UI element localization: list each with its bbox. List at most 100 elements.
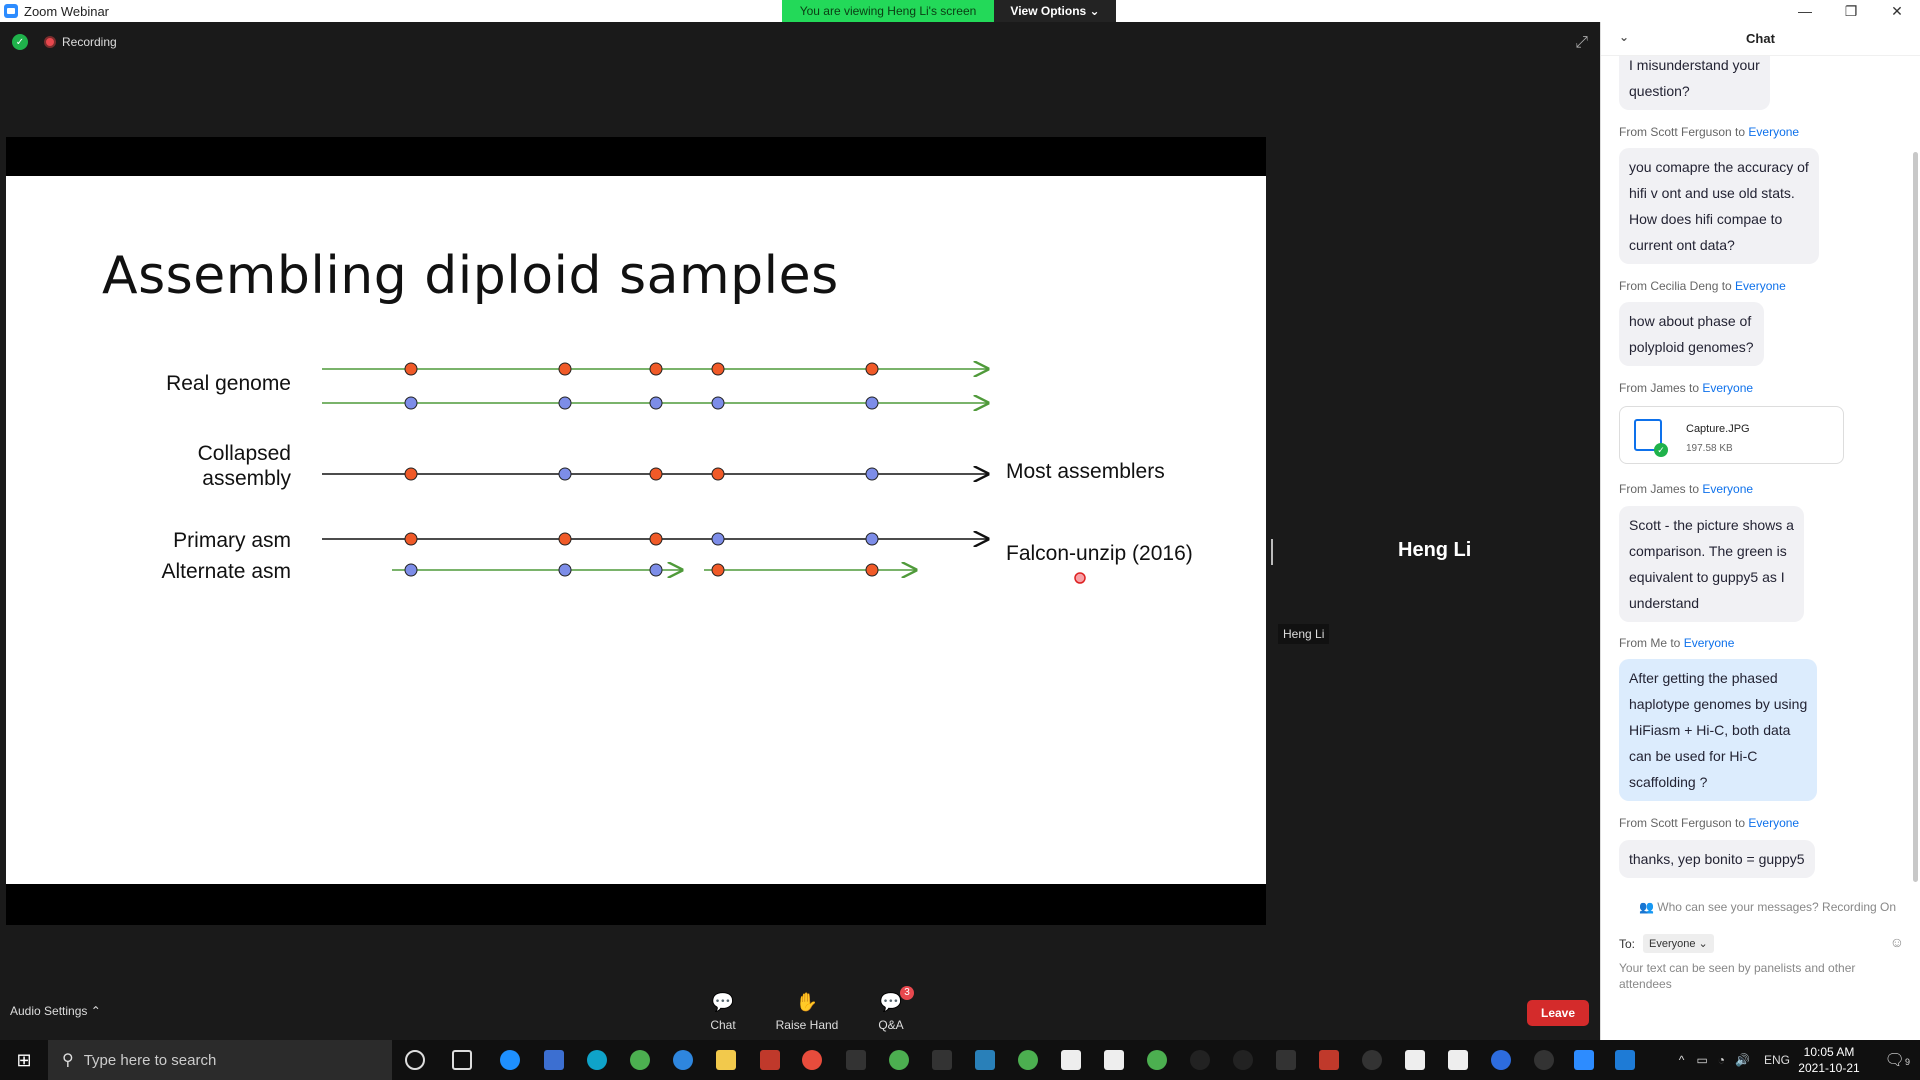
app-icon[interactable]	[975, 1050, 995, 1070]
file-name: Capture.JPG	[1686, 423, 1750, 435]
chat-header: ⌄ Chat	[1601, 22, 1920, 56]
sender-text: From James to	[1619, 482, 1703, 496]
raise-hand-button[interactable]: ✋ Raise Hand	[772, 990, 842, 1033]
bubble-line: comparison. The green is	[1629, 543, 1787, 559]
variant-dot	[711, 563, 725, 577]
volume-icon[interactable]: 🔊	[1735, 1053, 1750, 1067]
variant-dot	[711, 362, 725, 376]
variant-dot	[558, 396, 572, 410]
app-icon[interactable]	[760, 1050, 780, 1070]
app-icon[interactable]	[1615, 1050, 1635, 1070]
meeting-stage: ✓ Recording ⤢ Assembling diploid samples…	[0, 22, 1600, 1040]
ie-icon[interactable]	[500, 1050, 520, 1070]
app-icon[interactable]	[544, 1050, 564, 1070]
variant-dot	[558, 532, 572, 546]
app-icon[interactable]	[1448, 1050, 1468, 1070]
sender-text: From James to	[1619, 381, 1703, 395]
variant-dot	[404, 396, 418, 410]
recipient-link[interactable]: Everyone	[1748, 816, 1800, 830]
file-attachment[interactable]: ✓ Capture.JPG 197.58 KB	[1619, 406, 1844, 464]
zoom-taskbar-icon[interactable]	[1574, 1050, 1594, 1070]
wifi-icon[interactable]: ◔	[1717, 1053, 1726, 1067]
chat-title: Chat	[1746, 31, 1775, 46]
close-button[interactable]: ✕	[1891, 2, 1903, 19]
chrome-icon[interactable]	[630, 1050, 650, 1070]
minimize-button[interactable]: —	[1798, 3, 1812, 19]
github-icon[interactable]	[1362, 1050, 1382, 1070]
meeting-toolbar: Audio Settings ⌃ 💬 Chat ✋ Raise Hand 💬 3…	[0, 986, 1600, 1040]
speaker-name: Heng Li	[1398, 539, 1472, 561]
fullscreen-icon[interactable]: ⤢	[1575, 34, 1588, 51]
qa-icon: 💬	[879, 991, 903, 1012]
app-icon[interactable]	[1319, 1050, 1339, 1070]
message-sender: From James to Everyone	[1619, 381, 1753, 395]
app-icon[interactable]	[1061, 1050, 1081, 1070]
variant-dot	[865, 362, 879, 376]
app-icon[interactable]	[1534, 1050, 1554, 1070]
label-most-assemblers: Most assemblers	[1006, 460, 1165, 483]
leave-button[interactable]: Leave	[1527, 1000, 1589, 1026]
variant-dot	[404, 563, 418, 577]
chrome-icon[interactable]	[1147, 1050, 1167, 1070]
pointer-icon	[1074, 572, 1086, 584]
to-label: To:	[1619, 936, 1636, 951]
chat-bubble: you comapre the accuracy of hifi v ont a…	[1619, 148, 1819, 264]
bubble-line: I misunderstand your	[1629, 57, 1760, 73]
chat-scrollbar[interactable]	[1913, 152, 1918, 882]
chat-input[interactable]: Your text can be seen by panelists and o…	[1619, 961, 1856, 991]
r-icon[interactable]	[1491, 1050, 1511, 1070]
windows-start-icon[interactable]: ⊞	[16, 1049, 32, 1070]
chat-messages[interactable]: I misunderstand your question? From Scot…	[1601, 56, 1911, 916]
label-primary-asm: Primary asm	[173, 529, 291, 552]
recipient-dropdown[interactable]: Everyone ⌄	[1643, 934, 1714, 953]
clock-date: 2021-10-21	[1798, 1061, 1860, 1075]
edge-icon[interactable]	[587, 1050, 607, 1070]
qa-button[interactable]: 💬 3 Q&A	[856, 986, 926, 1032]
recipient-link[interactable]: Everyone	[1683, 636, 1735, 650]
panel-splitter[interactable]	[1271, 539, 1273, 565]
browser-icon[interactable]	[673, 1050, 693, 1070]
app-icon[interactable]	[1405, 1050, 1425, 1070]
security-shield-icon[interactable]: ✓	[12, 34, 28, 50]
recipient-link[interactable]: Everyone	[1748, 125, 1800, 139]
emoji-icon[interactable]: ☺	[1889, 934, 1904, 950]
chrome-icon[interactable]	[889, 1050, 909, 1070]
tray-network-icon[interactable]: ▭	[1696, 1053, 1708, 1067]
app-icon[interactable]	[932, 1050, 952, 1070]
file-explorer-icon[interactable]	[716, 1050, 736, 1070]
language-indicator[interactable]: ENG	[1763, 1053, 1790, 1067]
app-icon[interactable]	[1190, 1050, 1210, 1070]
chevron-down-icon[interactable]: ⌄	[1619, 30, 1630, 44]
meeting-topbar: ✓ Recording ⤢	[0, 22, 1600, 62]
tray-chevron-icon[interactable]: ^	[1678, 1053, 1685, 1067]
label-real-genome: Real genome	[166, 372, 291, 395]
bubble-line: How does hifi compae to	[1629, 211, 1783, 227]
variant-dot	[404, 532, 418, 546]
app-icon[interactable]	[802, 1050, 822, 1070]
cortana-icon[interactable]	[405, 1050, 425, 1070]
chat-button[interactable]: 💬 Chat	[688, 990, 758, 1033]
task-view-icon[interactable]	[452, 1050, 472, 1070]
view-options-button[interactable]: View Options ⌄	[994, 0, 1116, 22]
people-icon: 👥	[1639, 900, 1658, 914]
recipient-link[interactable]: Everyone	[1702, 381, 1754, 395]
file-size: 197.58 KB	[1686, 443, 1733, 454]
taskbar-clock[interactable]: 10:05 AM 2021-10-21	[1784, 1044, 1874, 1076]
recipient-link[interactable]: Everyone	[1735, 279, 1786, 293]
app-icon[interactable]	[1104, 1050, 1124, 1070]
restore-button[interactable]: ❐	[1844, 2, 1858, 19]
chrome-icon[interactable]	[1018, 1050, 1038, 1070]
github-icon[interactable]	[1233, 1050, 1253, 1070]
bubble-line: understand	[1629, 595, 1700, 611]
audio-settings-button[interactable]: Audio Settings ⌃	[10, 1004, 101, 1018]
who-can-see-link[interactable]: 👥 Who can see your messages? Recording O…	[1639, 900, 1896, 914]
shared-screen: Assembling diploid samples Real genome C…	[6, 137, 1266, 925]
recording-indicator[interactable]: Recording	[44, 35, 117, 49]
word-icon[interactable]	[1276, 1050, 1296, 1070]
taskbar-search[interactable]: ⚲ Type here to search	[48, 1040, 392, 1080]
recording-icon	[44, 36, 56, 48]
notification-icon[interactable]: 🗨9	[1884, 1052, 1910, 1069]
bubble-line: hifi v ont and use old stats.	[1629, 185, 1795, 201]
recipient-link[interactable]: Everyone	[1702, 482, 1754, 496]
app-icon[interactable]	[846, 1050, 866, 1070]
